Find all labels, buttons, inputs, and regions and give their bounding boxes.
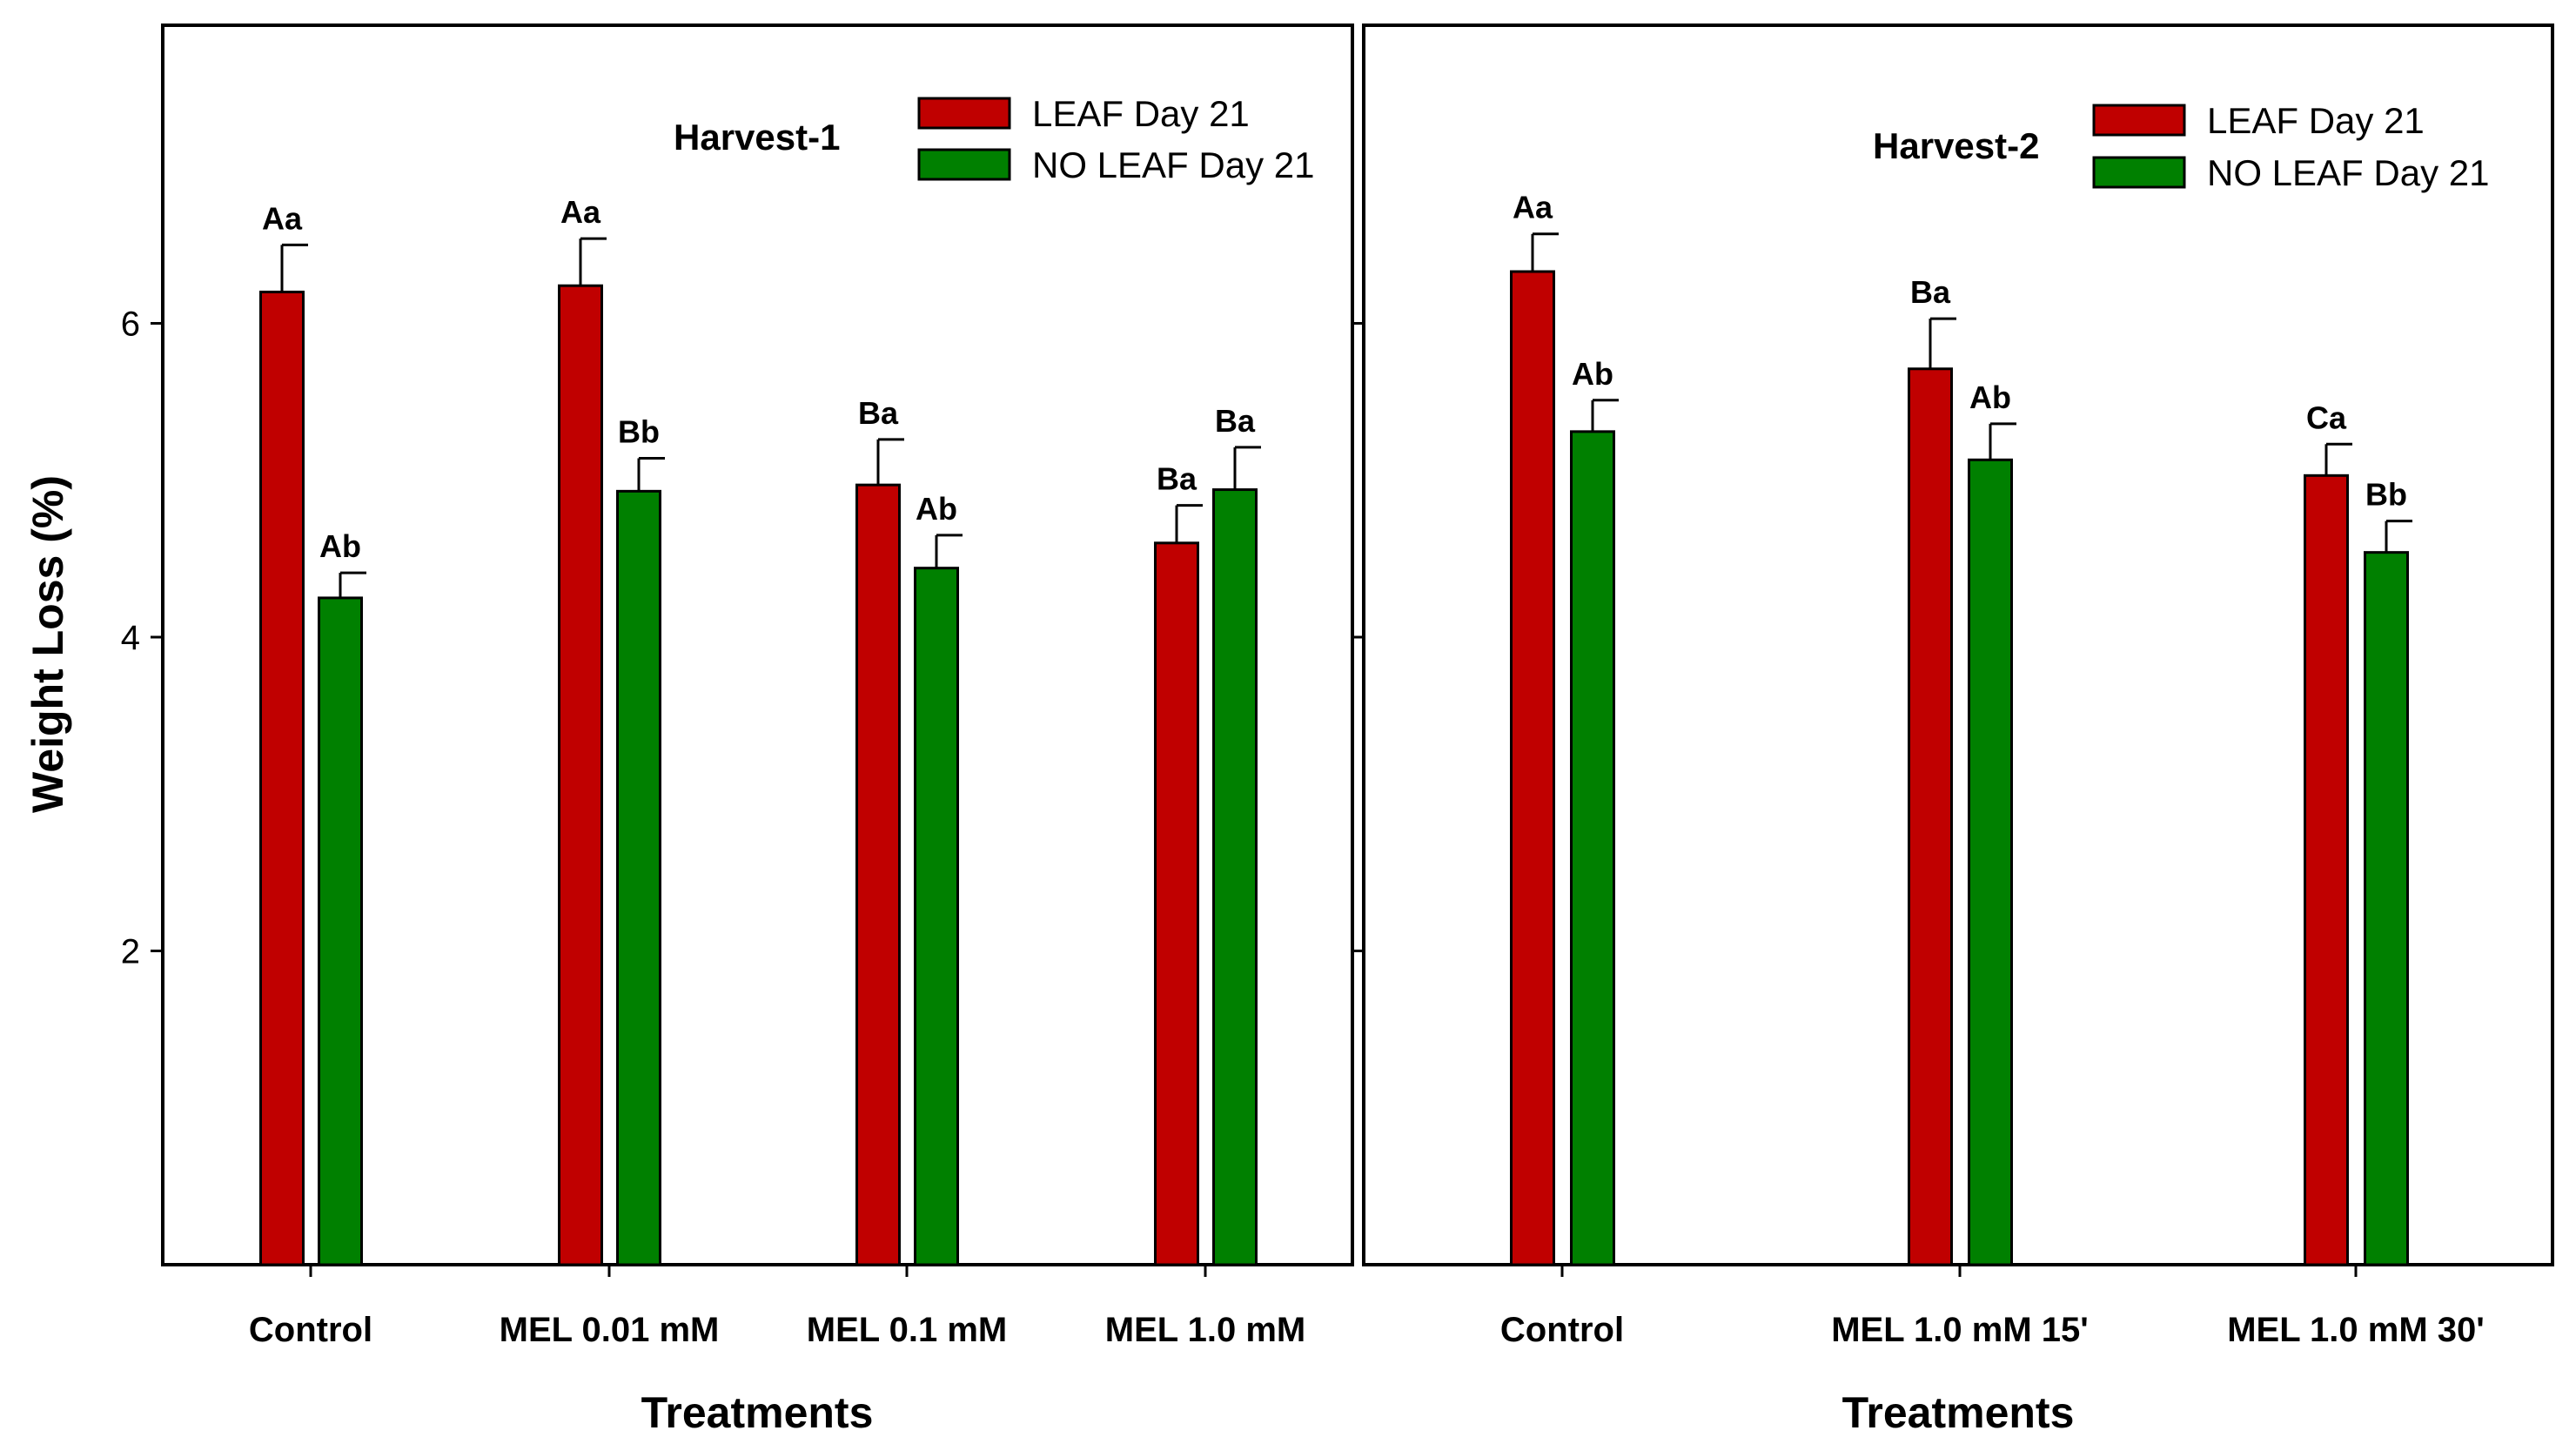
bars: Aa Aa Ba Ba Ab Bb Ab Ba bbox=[259, 194, 1261, 1266]
bar-leaf bbox=[1510, 270, 1555, 1266]
y-tick-label: 6 bbox=[121, 305, 140, 343]
bar-group: Bb bbox=[2364, 477, 2412, 1266]
legend-item-leaf: LEAF Day 21 bbox=[2092, 100, 2425, 141]
x-axis-title: Treatments bbox=[641, 1388, 874, 1437]
bar-group: Aa bbox=[558, 194, 607, 1266]
bar-group: Aa bbox=[1510, 190, 1559, 1266]
legend-swatch-leaf bbox=[917, 97, 1011, 130]
significance-label: Aa bbox=[262, 200, 303, 236]
legend-item-leaf: LEAF Day 21 bbox=[917, 93, 1250, 134]
bar-group: Bb bbox=[616, 413, 665, 1266]
legend-label-noleaf: NO LEAF Day 21 bbox=[1032, 144, 1314, 185]
legend-label-leaf: LEAF Day 21 bbox=[2207, 100, 2425, 141]
bar-group: Aa bbox=[259, 200, 308, 1266]
panel-title: Harvest-1 bbox=[674, 117, 840, 158]
significance-label: Ba bbox=[1215, 403, 1256, 439]
category-label: Control bbox=[249, 1311, 372, 1349]
y-tick-label: 4 bbox=[121, 619, 140, 657]
legend: LEAF Day 21 NO LEAF Day 21 bbox=[2092, 100, 2489, 193]
significance-label: Ab bbox=[916, 491, 957, 527]
legend-swatch-noleaf bbox=[917, 148, 1011, 181]
bar-group: Ab bbox=[318, 528, 366, 1266]
bar-group: Ba bbox=[1154, 461, 1203, 1266]
legend-item-noleaf: NO LEAF Day 21 bbox=[2092, 152, 2489, 193]
category-label: MEL 1.0 mM bbox=[1105, 1311, 1305, 1349]
legend-label-noleaf: NO LEAF Day 21 bbox=[2207, 152, 2489, 193]
y-axis-ticks: 2 4 6 bbox=[121, 305, 163, 971]
bar-noleaf bbox=[616, 489, 661, 1266]
significance-label: Aa bbox=[1513, 190, 1553, 225]
bar-noleaf bbox=[1212, 488, 1258, 1266]
significance-label: Bb bbox=[2365, 477, 2407, 513]
bars: Aa Ba Ca Ab Ab Bb bbox=[1510, 190, 2412, 1266]
category-labels: Control MEL 0.01 mM MEL 0.1 mM MEL 1.0 mM bbox=[249, 1265, 1305, 1349]
x-axis-title: Treatments bbox=[1842, 1388, 2075, 1437]
bar-leaf bbox=[855, 483, 901, 1266]
category-label: MEL 0.1 mM bbox=[807, 1311, 1007, 1349]
significance-label: Ba bbox=[1910, 274, 1951, 310]
panel-frame bbox=[1362, 24, 2554, 1266]
legend-item-noleaf: NO LEAF Day 21 bbox=[917, 144, 1314, 185]
bar-leaf bbox=[1154, 541, 1199, 1266]
bar-group: Ba bbox=[1908, 274, 1956, 1266]
significance-label: Ab bbox=[1969, 379, 2011, 415]
panel-frame bbox=[161, 24, 1354, 1266]
y-tick-label: 2 bbox=[121, 932, 140, 971]
bar-leaf bbox=[2304, 473, 2349, 1266]
category-label: MEL 0.01 mM bbox=[500, 1311, 720, 1349]
bar-noleaf bbox=[1570, 430, 1615, 1266]
bar-noleaf bbox=[1968, 458, 2013, 1266]
significance-label: Ca bbox=[2306, 400, 2347, 435]
significance-label: Bb bbox=[618, 413, 660, 449]
y-axis-ticks bbox=[1352, 321, 1364, 952]
bar-noleaf bbox=[2364, 551, 2409, 1266]
category-label: MEL 1.0 mM 30' bbox=[2227, 1311, 2485, 1349]
bar-group: Ba bbox=[1212, 403, 1261, 1266]
bar-leaf bbox=[259, 290, 305, 1266]
legend: LEAF Day 21 NO LEAF Day 21 bbox=[917, 93, 1314, 185]
legend-swatch-noleaf bbox=[2092, 156, 2186, 189]
bar-group: Ba bbox=[855, 395, 904, 1266]
category-labels: Control MEL 1.0 mM 15' MEL 1.0 mM 30' bbox=[1500, 1265, 2485, 1349]
panel-title: Harvest-2 bbox=[1873, 125, 2039, 166]
bar-group: Ca bbox=[2304, 400, 2352, 1266]
panel-harvest-1: Harvest-1 Treatments Weight Loss (%) LEA… bbox=[23, 24, 1354, 1437]
significance-label: Ba bbox=[1157, 461, 1197, 497]
y-axis-title: Weight Loss (%) bbox=[23, 475, 72, 813]
category-label: Control bbox=[1500, 1311, 1624, 1349]
legend-label-leaf: LEAF Day 21 bbox=[1032, 93, 1250, 134]
bar-leaf bbox=[558, 284, 603, 1266]
panel-harvest-2: Harvest-2 Treatments LEAF Day 21 NO LEAF… bbox=[1352, 24, 2554, 1437]
bar-noleaf bbox=[318, 596, 363, 1266]
bar-group: Ab bbox=[914, 491, 963, 1266]
significance-label: Ba bbox=[858, 395, 899, 431]
significance-label: Ab bbox=[319, 528, 361, 564]
legend-swatch-leaf bbox=[2092, 104, 2186, 137]
significance-label: Aa bbox=[560, 194, 601, 230]
significance-label: Ab bbox=[1572, 356, 1613, 392]
category-label: MEL 1.0 mM 15' bbox=[1831, 1311, 2089, 1349]
bar-group: Ab bbox=[1570, 356, 1619, 1266]
bar-group: Ab bbox=[1968, 379, 2016, 1266]
bar-leaf bbox=[1908, 367, 1953, 1266]
bar-noleaf bbox=[914, 567, 959, 1266]
